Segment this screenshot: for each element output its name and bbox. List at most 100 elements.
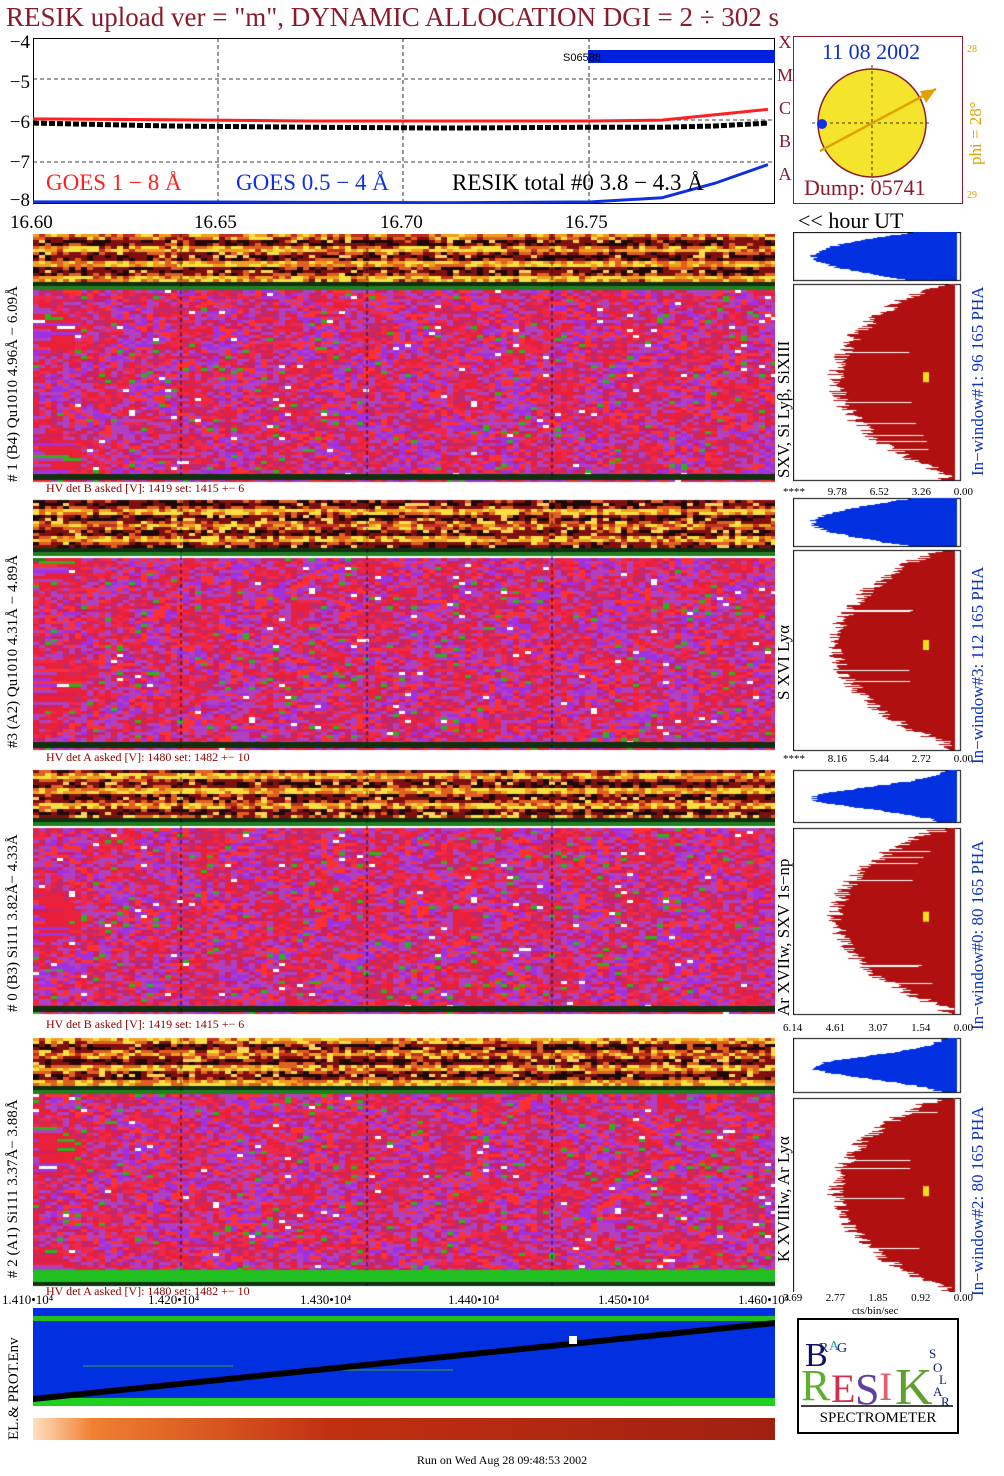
detector-2-hv: HV det A asked [V]: 1480 set: 1482 +− 10 <box>46 1284 250 1298</box>
logo-letter: O <box>933 1360 942 1375</box>
logo-art: B R A G R E S I K S O L A R SPECTROMETER <box>801 1337 953 1426</box>
phi-top: 28 <box>967 44 977 55</box>
logo-letter: R <box>941 1394 950 1409</box>
legend-resik: RESIK total #0 3.8 − 4.3 Å <box>452 170 704 195</box>
pha-tick: 2.77 <box>825 1292 845 1304</box>
pha-tick: 0.00 <box>953 753 973 765</box>
env-panel <box>33 1308 775 1440</box>
legend-goes054: GOES 0.5 − 4 Å <box>236 170 389 195</box>
logo-letter: I <box>879 1364 892 1409</box>
pha-tick: **** <box>783 486 805 498</box>
detector-3-hv: HV det A asked [V]: 1480 set: 1482 +− 10 <box>46 750 250 764</box>
detector-0-ylabel: # 0 (B3) Si111 3.82Å− 4.33Å <box>5 834 21 1012</box>
detector-0-hv: HV det B asked [V]: 1419 set: 1415 +− 6 <box>46 1017 245 1031</box>
bottom-tick: 1.460•10⁴ <box>738 1292 790 1307</box>
goes-series-line-2 <box>33 120 769 131</box>
detector-3-lines: S XVI Lyα <box>774 624 793 700</box>
pha-tick: 3.07 <box>868 1022 888 1034</box>
pha-tick: 1.85 <box>868 1292 888 1304</box>
pha-tick: 6.14 <box>783 1022 803 1034</box>
pha-tick: 0.00 <box>953 486 973 498</box>
logo-letter: L <box>939 1372 947 1387</box>
detector-2-lines: K XVIIIw, Ar Lyα <box>774 1136 793 1262</box>
goes-series-line-0 <box>33 107 769 123</box>
class-letter: M <box>776 65 793 85</box>
pha-ticks-0: 6.14 4.61 3.07 1.54 0.00 <box>783 1022 973 1034</box>
detector-1-window: In−window#1: 96 165 PHA <box>968 286 987 476</box>
pha-tick: **** <box>783 753 805 765</box>
time-tick: 16.65 <box>194 212 237 233</box>
pha-tick: 0.92 <box>911 1292 931 1304</box>
page-title: RESIK upload ver = "m", DYNAMIC ALLOCATI… <box>6 2 780 32</box>
detector-1-lines: SXV, Si Lyβ, SiXIII <box>774 340 793 478</box>
flare-class-letters: X M C B A <box>775 26 795 191</box>
bottom-tick: 1.440•10⁴ <box>448 1292 500 1307</box>
detector-2-window: In−window#2: 80 165 PHA <box>968 1106 987 1296</box>
sun-disk <box>812 65 937 181</box>
class-letter: A <box>778 164 792 184</box>
detector-1-hv: HV det B asked [V]: 1419 set: 1415 +− 6 <box>46 481 245 495</box>
detector-0-lines: Ar XVIIw, SXV 1s−np <box>774 858 793 1016</box>
detector-3-ylabel: #3 (A2) Qu1010 4.31Å − 4.89Å <box>5 554 21 748</box>
logo-letter: A <box>933 1384 943 1399</box>
pha-tick: 4.61 <box>825 1022 845 1034</box>
goes-plot: S06588 <box>33 38 775 204</box>
pha-ticks-2: 3.69 2.77 1.85 0.92 0.00 <box>783 1292 973 1304</box>
phi-label: phi = 28° <box>966 101 985 165</box>
phi-bottom: 29 <box>967 190 977 201</box>
goes-ytick: −6 <box>9 112 30 133</box>
goes-panel: −4 −5 −6 −7 −8 S06588 GOES 1 − 8 Å GOES … <box>0 32 793 212</box>
goes-series-line-1 <box>33 163 769 204</box>
resik-logo: B R A G R E S I K S O L A R SPECTROMETER <box>797 1318 959 1434</box>
logo-letter: K <box>895 1359 933 1416</box>
time-tick: 16.60 <box>10 212 53 233</box>
pha-ticks-3: **** 8.16 5.44 2.72 0.00 <box>783 753 973 765</box>
logo-letter: S <box>929 1346 936 1361</box>
bottom-tick: 1.430•10⁴ <box>300 1292 352 1307</box>
detector-1-ylabel: # 1 (B4) Qu1010 4.96Å − 6.09Å <box>5 286 21 482</box>
pha-tick: 0.00 <box>953 1292 973 1304</box>
logo-letter: B <box>805 1337 828 1374</box>
pha-tick: 8.16 <box>827 753 847 765</box>
bottom-tick: 1.420•10⁴ <box>148 1292 200 1307</box>
pha-tick: 9.78 <box>827 486 847 498</box>
goes-ytick: −5 <box>9 72 30 93</box>
time-tick: 16.70 <box>380 212 423 233</box>
bottom-tick: 1.410•10⁴ <box>2 1292 54 1307</box>
class-letter: C <box>778 98 791 118</box>
pha-tick: 6.52 <box>869 486 889 498</box>
logo-letter: R <box>801 1361 831 1410</box>
class-letter: B <box>778 131 791 151</box>
saa-bar <box>588 50 775 63</box>
logo-caption: SPECTROMETER <box>820 1410 937 1426</box>
logo-letter: G <box>837 1341 847 1356</box>
pha-tick: 2.72 <box>911 753 931 765</box>
time-unit-label: << hour UT <box>798 208 904 233</box>
detector-2-ylabel: # 2 (A1) Si111 3.37Å− 3.88Å <box>5 1099 21 1278</box>
logo-letter: R <box>819 1341 829 1356</box>
pha-ticks-1: **** 9.78 6.52 3.26 0.00 <box>783 486 973 498</box>
env-label: EL.& PROT.Env <box>6 1337 22 1440</box>
goes-ytick: −8 <box>9 190 30 211</box>
footer: Run on Wed Aug 28 09:48:53 2002 <box>416 1453 588 1467</box>
goes-ytick: −4 <box>9 32 30 53</box>
goes-ytick: −7 <box>9 152 30 173</box>
sun-date: 11 08 2002 <box>822 39 921 64</box>
time-tick: 16.75 <box>565 212 608 233</box>
pha-unit: cts/bin/sec <box>852 1305 899 1317</box>
pha-tick: 0.00 <box>953 1022 973 1034</box>
pha-tick: 3.26 <box>911 486 931 498</box>
detector-3-window: In−window#3: 112 165 PHA <box>968 566 987 764</box>
logo-letter: A <box>829 1339 840 1354</box>
dump-label: Dump: 05741 <box>804 175 926 200</box>
legend-goes18: GOES 1 − 8 Å <box>46 170 182 195</box>
pha-tick: 1.54 <box>911 1022 931 1034</box>
class-letter: X <box>778 32 792 52</box>
logo-letter: E <box>831 1366 855 1411</box>
bottom-tick: 1.450•10⁴ <box>598 1292 650 1307</box>
pha-tick: 5.44 <box>869 753 889 765</box>
sun-panel: 11 08 2002 Dump: 05741 <box>793 36 963 204</box>
spectrogram-canvas <box>33 234 775 1290</box>
pha-canvas <box>793 232 965 1292</box>
saa-label: S06588 <box>563 52 601 64</box>
